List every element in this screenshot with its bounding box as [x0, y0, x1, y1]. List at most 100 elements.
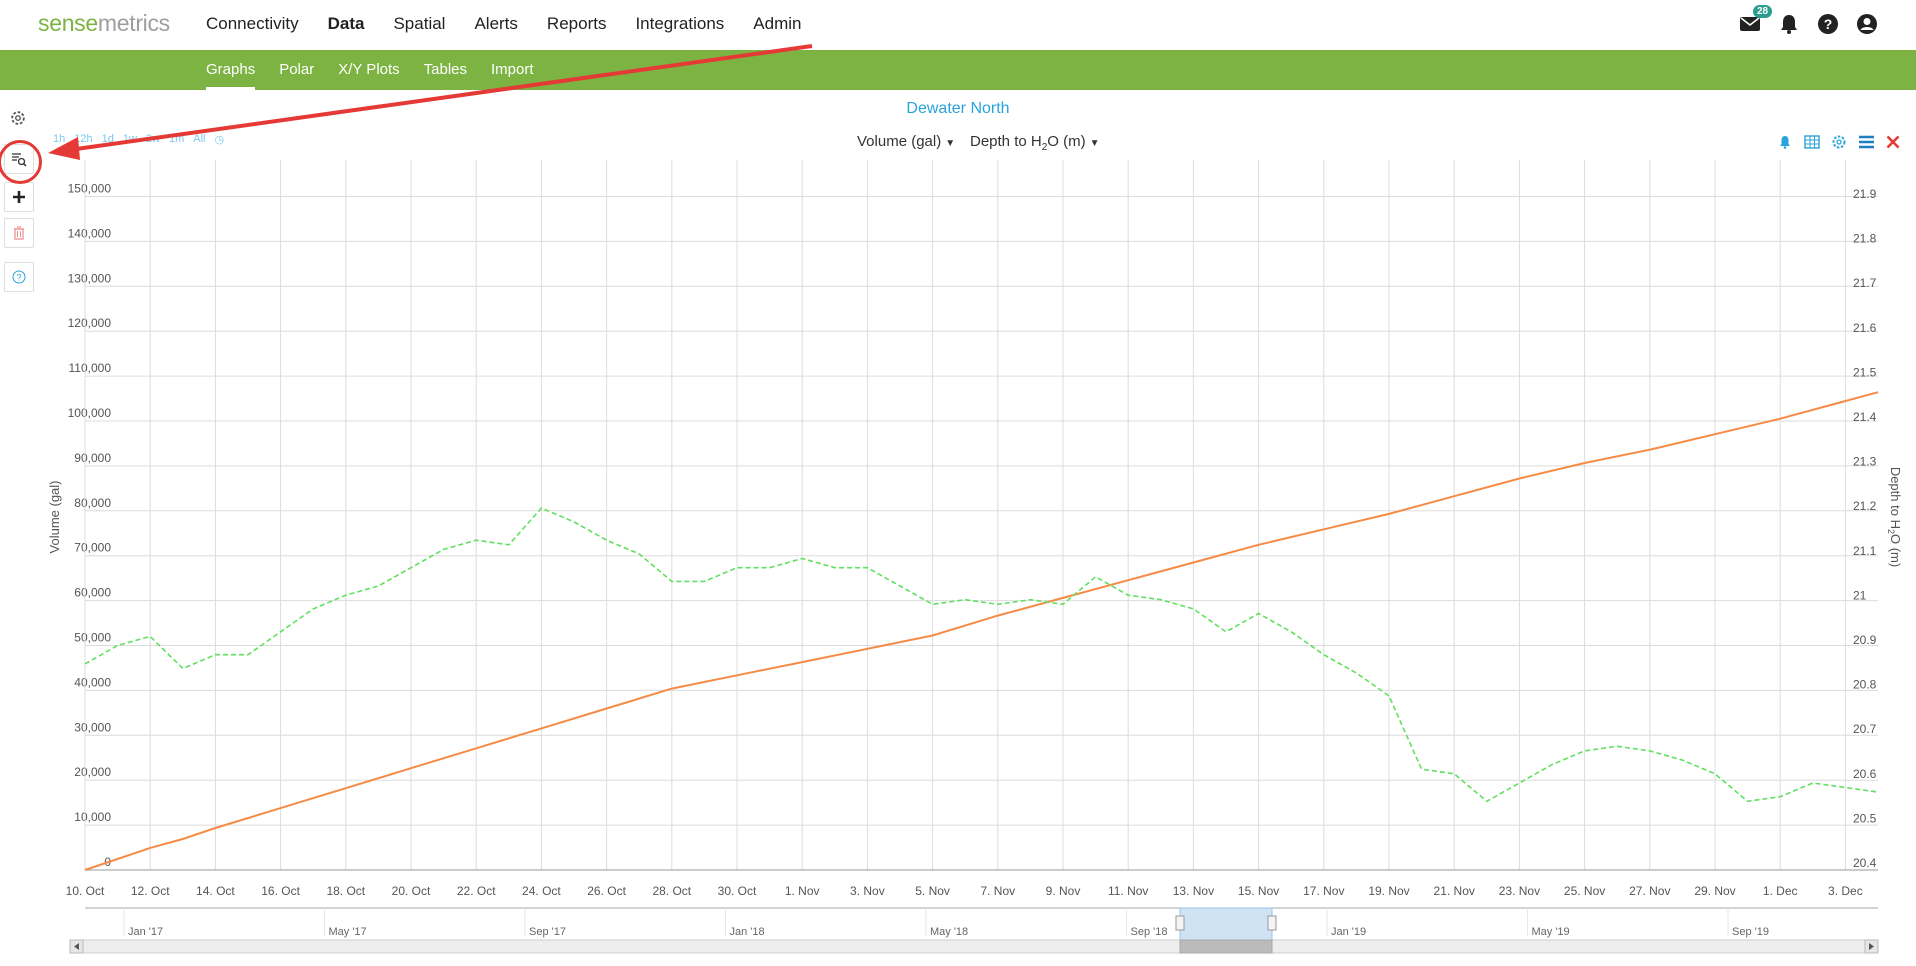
x-tick-label: 1. Dec [1763, 884, 1798, 898]
nav-integrations[interactable]: Integrations [635, 14, 725, 33]
x-tick-label: 13. Nov [1173, 884, 1214, 898]
bell-icon[interactable] [1776, 133, 1794, 151]
y-right-tick-label: 20.9 [1853, 633, 1877, 647]
navigator-label: Jan '17 [128, 926, 163, 938]
user-icon[interactable] [1856, 13, 1880, 37]
right-axis-label: Depth to H2O (m) [970, 133, 1086, 153]
range-1h[interactable]: 1h [53, 133, 66, 145]
x-tick-label: 23. Nov [1499, 884, 1540, 898]
annotation-arrow-line [61, 44, 813, 153]
navigator-label: Sep '19 [1732, 926, 1769, 938]
range-all[interactable]: All [193, 133, 206, 145]
list-search-icon [12, 153, 27, 167]
envelope-icon[interactable]: 28 [1739, 5, 1773, 37]
x-tick-label: 1. Nov [785, 884, 820, 898]
y-right-tick-label: 20.8 [1853, 678, 1877, 692]
x-tick-label: 28. Oct [652, 884, 691, 898]
x-tick-label: 19. Nov [1368, 884, 1409, 898]
y-left-tick-label: 80,000 [74, 496, 111, 510]
right-axis-dropdown[interactable]: Depth to H2O (m) ▼ [970, 133, 1100, 153]
y-left-tick-label: 50,000 [74, 631, 111, 645]
bell-icon[interactable] [1778, 13, 1802, 37]
brand-name-part2: metrics [97, 10, 170, 36]
tab-xy-plots[interactable]: X/Y Plots [338, 61, 400, 78]
table-icon[interactable] [1803, 133, 1821, 151]
x-tick-label: 16. Oct [261, 884, 300, 898]
help-icon[interactable]: ? [1817, 13, 1841, 37]
nav-spatial[interactable]: Spatial [393, 14, 446, 33]
annotation-arrow-head [48, 137, 80, 160]
x-tick-label: 9. Nov [1046, 884, 1081, 898]
x-tick-label: 3. Nov [850, 884, 885, 898]
help-circle-icon: ? [12, 270, 26, 284]
y-right-tick-label: 20.6 [1853, 767, 1877, 781]
navigator-scrollbar-thumb [1179, 939, 1273, 954]
y-left-tick-label: 110,000 [69, 361, 112, 375]
navigator-label: Jan '18 [730, 926, 765, 938]
y-left-axis-title: Volume (gal) [47, 481, 62, 554]
main-nav: Connectivity Data Spatial Alerts Reports… [206, 14, 830, 34]
x-tick-label: 15. Nov [1238, 884, 1279, 898]
trash-icon [14, 226, 24, 240]
nav-reports[interactable]: Reports [546, 14, 607, 33]
y-right-tick-label: 21.4 [1853, 410, 1877, 424]
top-navbar: sensemetrics Connectivity Data Spatial A… [0, 0, 1916, 50]
tab-import[interactable]: Import [491, 61, 534, 78]
y-left-tick-label: 10,000 [74, 810, 111, 824]
x-tick-label: 27. Nov [1629, 884, 1670, 898]
y-left-tick-label: 60,000 [74, 586, 111, 600]
nav-connectivity[interactable]: Connectivity [206, 14, 299, 33]
x-tick-label: 5. Nov [915, 884, 950, 898]
graph-title: Dewater North [906, 100, 1010, 117]
y-right-axis-title: Depth to H2O (m) [1886, 467, 1903, 567]
navigator-label: May '17 [329, 926, 367, 938]
settings-gear-button[interactable] [4, 104, 32, 132]
x-tick-label: 24. Oct [522, 884, 561, 898]
y-left-tick-label: 130,000 [68, 271, 112, 285]
series-search-button[interactable] [4, 144, 34, 174]
x-tick-label: 26. Oct [587, 884, 626, 898]
close-icon[interactable] [1884, 133, 1902, 151]
x-tick-label: 22. Oct [457, 884, 496, 898]
clock-icon[interactable]: ◷ [214, 134, 225, 146]
navigator-label: Sep '18 [1131, 926, 1168, 938]
navigator-label: May '19 [1532, 926, 1570, 938]
x-tick-label: 11. Nov [1108, 884, 1148, 898]
range-12h[interactable]: 12h [74, 133, 93, 145]
y-right-tick-label: 20.4 [1853, 856, 1877, 870]
nav-data[interactable]: Data [327, 14, 365, 33]
x-tick-label: 3. Dec [1828, 884, 1863, 898]
navigator-scrollbar-track [69, 939, 1879, 954]
gear-icon [11, 111, 25, 125]
brand-logo[interactable]: sensemetrics [38, 10, 170, 37]
data-subnav-bar: Graphs Polar X/Y Plots Tables Import [0, 50, 1916, 90]
chevron-left-icon [74, 943, 79, 950]
y-right-tick-label: 20.5 [1853, 811, 1877, 825]
tab-graphs[interactable]: Graphs [206, 50, 256, 90]
nav-admin[interactable]: Admin [753, 14, 802, 33]
brand-name-part1: sense [38, 10, 98, 36]
left-axis-dropdown[interactable]: Volume (gal) ▼ [857, 133, 955, 150]
x-tick-label: 25. Nov [1564, 884, 1605, 898]
gear-icon[interactable] [1830, 133, 1848, 151]
delete-graph-button[interactable] [4, 218, 34, 248]
graph-toolbar [1767, 133, 1902, 151]
navigator-label: Sep '17 [529, 926, 566, 938]
y-right-tick-label: 21.1 [1853, 544, 1877, 558]
tab-tables[interactable]: Tables [423, 61, 468, 78]
svg-text:?: ? [1824, 16, 1833, 32]
y-right-tick-label: 21.5 [1853, 365, 1877, 379]
x-tick-label: 21. Nov [1434, 884, 1475, 898]
svg-text:?: ? [16, 273, 21, 283]
nav-alerts[interactable]: Alerts [474, 14, 518, 33]
x-tick-label: 29. Nov [1694, 884, 1735, 898]
y-right-tick-label: 21 [1853, 588, 1867, 602]
tab-polar[interactable]: Polar [279, 61, 315, 78]
menu-icon[interactable] [1857, 133, 1875, 151]
range-1d[interactable]: 1d [101, 133, 114, 145]
top-icons: 28 ? [1724, 5, 1880, 37]
x-tick-label: 10. Oct [66, 884, 105, 898]
y-left-tick-label: 90,000 [74, 451, 111, 465]
graph-help-button[interactable]: ? [4, 262, 34, 292]
